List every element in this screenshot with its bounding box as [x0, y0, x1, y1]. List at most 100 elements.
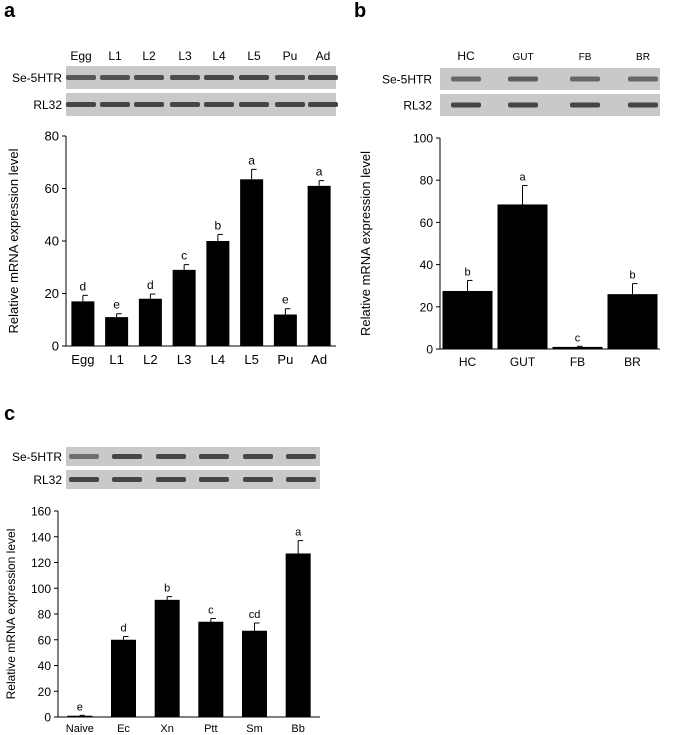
bar — [273, 314, 297, 346]
y-tick-label: 140 — [31, 530, 51, 544]
gel-row-target — [66, 66, 336, 89]
bar — [105, 317, 129, 346]
gel-lane-label: FB — [579, 52, 592, 63]
y-tick-label: 40 — [45, 234, 59, 249]
significance-letter: a — [316, 165, 323, 179]
bar — [172, 269, 196, 346]
x-tick-label: L2 — [143, 352, 157, 367]
significance-letter: a — [519, 171, 526, 183]
gel-lane-label: L1 — [108, 49, 122, 63]
y-tick-label: 0 — [426, 343, 433, 357]
bar — [198, 621, 224, 717]
gel-lane-label: L2 — [142, 49, 156, 63]
gel-band — [204, 75, 234, 80]
significance-letter: e — [113, 298, 120, 312]
y-tick-label: 60 — [38, 633, 52, 647]
gel-band — [170, 102, 200, 107]
y-axis-label: Relative mRNA expression level — [4, 529, 18, 700]
gel-band — [199, 477, 229, 482]
significance-letter: a — [295, 527, 302, 539]
gel-lane-label: Ad — [316, 49, 331, 63]
x-tick-label: FB — [570, 355, 585, 369]
x-tick-label: Egg — [71, 352, 94, 367]
x-tick-label: Bb — [291, 723, 304, 735]
panel-label-b: b — [354, 0, 367, 22]
significance-letter: e — [77, 701, 83, 713]
gel-band — [112, 477, 142, 482]
bar — [285, 553, 311, 717]
significance-letter: b — [215, 218, 222, 232]
gel-band — [112, 454, 142, 459]
bar — [607, 294, 658, 349]
x-tick-label: Pu — [277, 352, 293, 367]
bar — [154, 599, 180, 717]
y-axis-label: Relative mRNA expression level — [6, 148, 21, 333]
gel-row-target — [66, 447, 320, 466]
x-tick-label: HC — [459, 355, 477, 369]
gel-band — [308, 102, 338, 107]
y-tick-label: 20 — [38, 685, 52, 699]
x-tick-label: L4 — [211, 352, 225, 367]
y-tick-label: 100 — [413, 132, 433, 146]
y-axis-label: Relative mRNA expression level — [358, 151, 373, 336]
x-tick-label: Ec — [117, 723, 130, 735]
bar — [442, 290, 493, 349]
gel-band — [100, 75, 130, 80]
significance-letter: a — [248, 153, 255, 167]
gel-band — [239, 102, 269, 107]
x-tick-label: L3 — [177, 352, 191, 367]
bar — [71, 301, 95, 346]
gel-band — [204, 102, 234, 107]
x-tick-label: L1 — [109, 352, 123, 367]
gel-band — [134, 102, 164, 107]
gel-lane-label: Pu — [283, 49, 298, 63]
gel-lane-label: L3 — [178, 49, 192, 63]
y-tick-label: 120 — [31, 556, 51, 570]
gel-band — [451, 102, 481, 108]
significance-letter: d — [120, 623, 126, 635]
y-tick-label: 60 — [45, 181, 59, 196]
y-tick-label: 80 — [38, 608, 52, 622]
x-tick-label: Xn — [160, 723, 173, 735]
significance-letter: b — [629, 270, 635, 282]
x-tick-label: Naive — [66, 723, 94, 735]
gel-band — [286, 454, 316, 459]
bar — [138, 298, 162, 346]
gel-row-target — [440, 68, 660, 90]
significance-letter: b — [164, 583, 170, 595]
significance-letter: c — [208, 605, 214, 617]
gel-band — [156, 477, 186, 482]
gel-band — [275, 102, 305, 107]
gel-band — [508, 76, 538, 82]
gel-band — [286, 477, 316, 482]
y-tick-label: 160 — [31, 505, 51, 519]
chart-c: Se-5HTR RL32 0 20 40 60 80 100 120 140 160 Relative… — [4, 447, 320, 735]
gel-band — [508, 102, 538, 108]
gel-lane-label: BR — [636, 52, 650, 63]
y-tick-label: 40 — [420, 258, 434, 272]
gel-lane-label: GUT — [512, 52, 533, 63]
gel-band — [239, 75, 269, 80]
gel-band — [243, 454, 273, 459]
x-tick-label: Ad — [311, 352, 327, 367]
panel-label-c: c — [4, 403, 16, 425]
significance-letter: b — [464, 266, 470, 278]
x-tick-label: BR — [624, 355, 641, 369]
gel-row-label: Se-5HTR — [12, 71, 62, 85]
gel-band — [275, 75, 305, 80]
gel-row-reference — [66, 470, 320, 489]
y-tick-label: 0 — [52, 339, 59, 354]
gel-lane-label: L5 — [247, 49, 261, 63]
chart-a: Se-5HTR RL32 Egg L1 L2 L3 L4 L5 Pu Ad 0 20 40 60 80 Rel… — [6, 49, 338, 367]
significance-letter: c — [575, 332, 581, 344]
significance-letter: c — [181, 249, 187, 263]
gel-row-label: RL32 — [33, 473, 62, 487]
gel-band — [66, 75, 96, 80]
panel-label-a: a — [4, 0, 16, 22]
gel-band — [199, 454, 229, 459]
significance-letter: cd — [249, 609, 261, 621]
bar — [307, 185, 331, 346]
bar — [242, 630, 267, 717]
gel-row-label: Se-5HTR — [382, 73, 432, 87]
